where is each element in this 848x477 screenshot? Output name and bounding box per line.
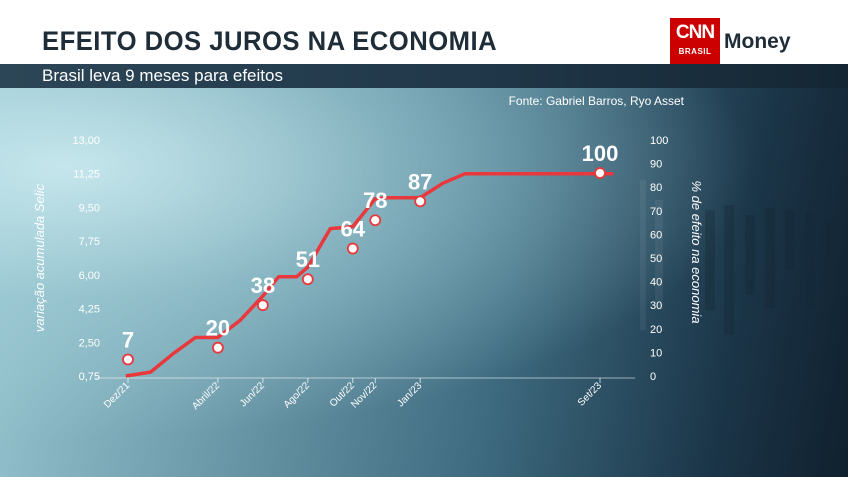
bg-candle: [805, 212, 815, 307]
x-tick-label: Ago/22: [282, 380, 312, 410]
right-axis-label: % de efeito na economia: [689, 180, 704, 323]
x-tick-label: Abril/22: [190, 380, 222, 412]
bg-candle: [724, 205, 734, 335]
bg-candle: [825, 220, 835, 300]
data-point: [301, 273, 314, 286]
bg-candle: [640, 180, 646, 330]
right-tick-label: 100: [650, 135, 668, 147]
x-tick-label: Nov/22: [349, 380, 379, 410]
data-label: 38: [251, 273, 275, 298]
left-tick-label: 11,25: [73, 169, 100, 181]
x-tick-label: Jan/23: [395, 380, 424, 409]
right-tick-label: 30: [650, 300, 662, 312]
cnn-logo: CNN BRASIL: [670, 18, 720, 64]
left-tick-label: 13,00: [72, 135, 100, 147]
left-tick-label: 0,75: [79, 371, 100, 383]
series-line: [125, 171, 614, 378]
bg-candle: [765, 208, 775, 308]
right-tick-label: 90: [650, 159, 662, 171]
money-brand: Money: [724, 30, 791, 53]
x-tick-label: Set/23: [576, 380, 605, 409]
right-tick-label: 0: [650, 371, 656, 383]
bg-candle: [745, 215, 755, 295]
data-label: 87: [408, 169, 432, 194]
bg-candle: [705, 210, 715, 310]
source-note: Fonte: Gabriel Barros, Ryo Asset: [508, 94, 684, 108]
data-label: 64: [341, 217, 366, 242]
data-label: 20: [206, 316, 230, 341]
data-label: 51: [296, 247, 320, 272]
bg-candle: [785, 210, 795, 270]
right-tick-label: 40: [650, 277, 662, 289]
page-subtitle: Brasil leva 9 meses para efeitos: [42, 66, 283, 85]
data-point: [369, 214, 382, 227]
data-label: 7: [122, 327, 134, 352]
right-tick-label: 20: [650, 324, 662, 336]
cnn-logo-text: CNN: [675, 22, 715, 43]
left-tick-label: 4,25: [79, 304, 100, 316]
page-title: EFEITO DOS JUROS NA ECONOMIA: [42, 26, 498, 56]
left-axis-label: variação acumulada Selic: [32, 183, 47, 332]
right-tick-label: 50: [650, 253, 662, 265]
background-bars: [640, 180, 835, 335]
left-tick-label: 9,50: [79, 202, 100, 214]
point-markers: 7 20 38 51 64 78 87 100: [122, 141, 619, 366]
data-point: [346, 242, 359, 255]
x-tick-label: Jun/22: [238, 380, 267, 409]
left-axis: 13,00 11,25 9,50 7,75 6,00 4,25 2,50 0,75: [72, 135, 100, 383]
left-tick-label: 2,50: [79, 337, 100, 349]
cnn-logo-sub: BRASIL: [678, 47, 712, 56]
data-label: 100: [582, 141, 619, 166]
bg-candle: [655, 200, 663, 310]
right-tick-label: 70: [650, 206, 662, 218]
x-tick-label: Dez/21: [102, 380, 132, 410]
data-point: [212, 341, 224, 354]
data-point: [594, 167, 606, 179]
right-tick-label: 60: [650, 229, 662, 241]
right-tick-label: 10: [650, 347, 662, 359]
data-label: 78: [363, 188, 387, 213]
left-tick-label: 7,75: [79, 236, 100, 248]
data-point: [122, 353, 134, 366]
data-point: [414, 195, 427, 208]
right-tick-label: 80: [650, 182, 662, 194]
subtitle-bar: [0, 64, 848, 88]
data-point: [256, 299, 269, 312]
left-tick-label: 6,00: [79, 270, 100, 282]
